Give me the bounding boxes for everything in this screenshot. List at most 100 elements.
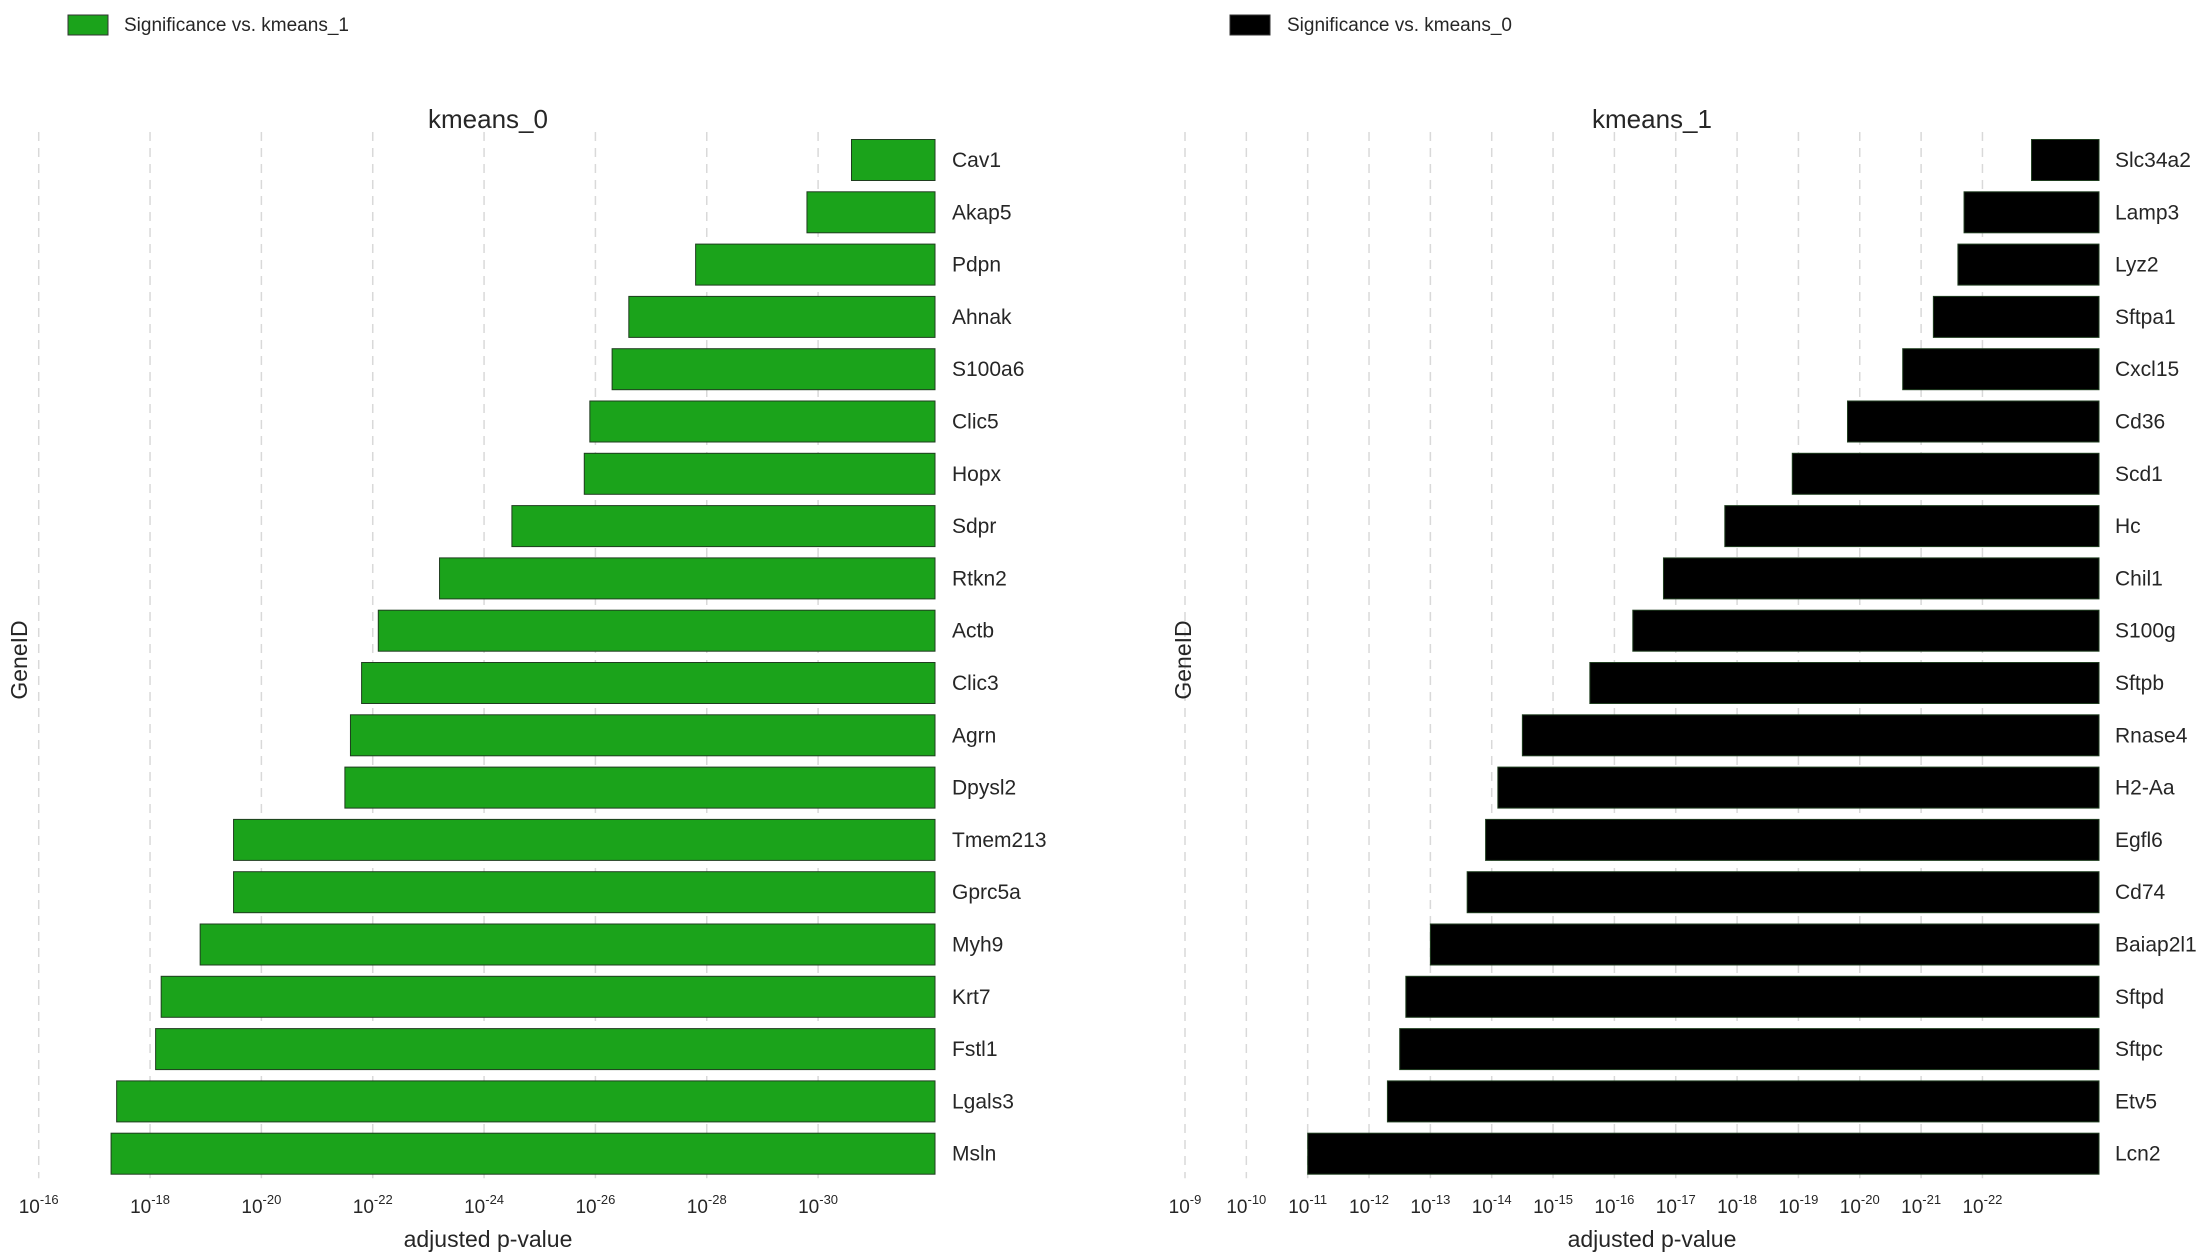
bar — [1521, 714, 2100, 757]
x-tick-label: 10-20 — [241, 1192, 281, 1218]
bar — [1932, 295, 2100, 338]
x-tick-label: 10-21 — [1901, 1192, 1941, 1218]
y-axis-title: GeneID — [6, 620, 32, 699]
gene-label: Ahnak — [952, 306, 1012, 329]
bar — [155, 1028, 936, 1071]
x-tick-labels: 10-16 10-18 10-20 10-22 10-24 10-26 10-28 10-30 — [19, 1192, 838, 1218]
gene-labels: Cav1 Akap5 Pdpn Ahnak S100a6 Clic5 Hopx Sdpr Rtk… — [952, 149, 1047, 1166]
x-tick-label: 10-19 — [1778, 1192, 1818, 1218]
y-axis-title: GeneID — [1170, 620, 1196, 699]
gene-labels: Slc34a2 Lamp3 Lyz2 Sftpa1 Cxcl15 Cd36 Scd1 Hc Ch… — [2115, 149, 2197, 1166]
gene-label: Cd36 — [2115, 411, 2165, 434]
x-tick-label: 10-11 — [1288, 1192, 1327, 1218]
panel-title: kmeans_1 — [1592, 104, 1712, 134]
chart-panel-kmeans-0: kmeans_0 Cav1 Akap5 Pdpn Ahnak S100a6 Clic5 Ho… — [6, 104, 1047, 1252]
bar — [1902, 348, 2100, 391]
x-tick-label: 10-28 — [687, 1192, 727, 1218]
bar — [110, 1132, 936, 1175]
gene-label: Fstl1 — [952, 1038, 998, 1061]
panel-title: kmeans_0 — [428, 104, 548, 134]
gene-label: Clic3 — [952, 672, 999, 695]
bar — [349, 714, 936, 757]
bar — [377, 609, 936, 652]
bar — [116, 1080, 936, 1123]
bar-group — [1307, 139, 2100, 1175]
bar — [583, 452, 936, 495]
bar — [850, 139, 936, 181]
gene-label: Krt7 — [952, 986, 991, 1009]
gridlines — [37, 132, 819, 1179]
bar — [361, 662, 936, 704]
bar — [1724, 505, 2100, 548]
bar — [233, 818, 936, 861]
bar — [1846, 400, 2100, 443]
x-tick-label: 10-30 — [798, 1192, 838, 1218]
bar — [2031, 139, 2100, 181]
bar — [1589, 662, 2100, 704]
gene-label: Myh9 — [952, 934, 1003, 957]
gene-label: Cav1 — [952, 149, 1001, 172]
gene-label: Rtkn2 — [952, 567, 1007, 590]
gene-label: Gprc5a — [952, 881, 1021, 904]
gene-label: Akap5 — [952, 201, 1012, 224]
x-tick-label: 10-16 — [19, 1192, 59, 1218]
gene-label: Cxcl15 — [2115, 358, 2179, 381]
bar — [1386, 1080, 2100, 1123]
x-tick-label: 10-22 — [353, 1192, 393, 1218]
gene-label: Pdpn — [952, 254, 1001, 277]
bar — [1429, 923, 2100, 966]
x-tick-label: 10-14 — [1472, 1192, 1512, 1218]
bar — [1405, 975, 2100, 1018]
gene-label: Etv5 — [2115, 1090, 2157, 1113]
x-tick-label: 10-22 — [1962, 1192, 2002, 1218]
gene-label: Msln — [952, 1143, 996, 1166]
bar — [1466, 871, 2100, 914]
bar — [1963, 191, 2100, 234]
x-tick-label: 10-12 — [1349, 1192, 1389, 1218]
gene-label: S100a6 — [952, 358, 1024, 381]
gene-label: Hopx — [952, 463, 1002, 486]
gene-label: Slc34a2 — [2115, 149, 2191, 172]
gene-label: Clic5 — [952, 411, 999, 434]
gene-label: Cd74 — [2115, 881, 2166, 904]
legend-right: Significance vs. kmeans_0 — [1229, 14, 1512, 36]
gene-label: Sftpd — [2115, 986, 2164, 1009]
gene-label: Lamp3 — [2115, 201, 2179, 224]
gene-label: Sftpc — [2115, 1038, 2163, 1061]
legend-swatch-left — [67, 14, 109, 36]
x-tick-label: 10-17 — [1656, 1192, 1696, 1218]
x-axis-title: adjusted p-value — [404, 1226, 573, 1252]
x-tick-label: 10-16 — [1594, 1192, 1634, 1218]
gene-label: Sftpa1 — [2115, 306, 2176, 329]
gene-label: Dpysl2 — [952, 777, 1016, 800]
gene-label: Hc — [2115, 515, 2141, 538]
x-tick-label: 10-15 — [1533, 1192, 1573, 1218]
gene-label: Lcn2 — [2115, 1143, 2161, 1166]
bar — [628, 295, 936, 338]
x-tick-label: 10-18 — [130, 1192, 170, 1218]
bar — [199, 923, 936, 966]
gene-label: H2-Aa — [2115, 777, 2175, 800]
x-tick-label: 10-20 — [1840, 1192, 1880, 1218]
bar — [806, 191, 936, 234]
legend-left: Significance vs. kmeans_1 — [67, 14, 349, 36]
x-axis-title: adjusted p-value — [1568, 1226, 1737, 1252]
legend-label-left: Significance vs. kmeans_1 — [124, 15, 349, 36]
gene-label: Baiap2l1 — [2115, 934, 2197, 957]
x-tick-label: 10-26 — [575, 1192, 615, 1218]
bar — [1497, 766, 2100, 809]
x-tick-label: 10-13 — [1410, 1192, 1450, 1218]
x-tick-label: 10-18 — [1717, 1192, 1757, 1218]
gene-label: Tmem213 — [952, 829, 1047, 852]
x-tick-labels: 10-9 10-10 10-11 10-12 10-13 10-14 10-15 10-16 1… — [1169, 1192, 2003, 1218]
bar — [695, 243, 936, 286]
gene-label: S100g — [2115, 620, 2176, 643]
gene-label: Chil1 — [2115, 567, 2163, 590]
gene-label: Rnase4 — [2115, 724, 2188, 747]
bar — [160, 975, 936, 1018]
bar — [511, 505, 936, 548]
gene-label: Sftpb — [2115, 672, 2164, 695]
legend-label-right: Significance vs. kmeans_0 — [1287, 15, 1512, 36]
legend-swatch-right — [1229, 14, 1271, 36]
